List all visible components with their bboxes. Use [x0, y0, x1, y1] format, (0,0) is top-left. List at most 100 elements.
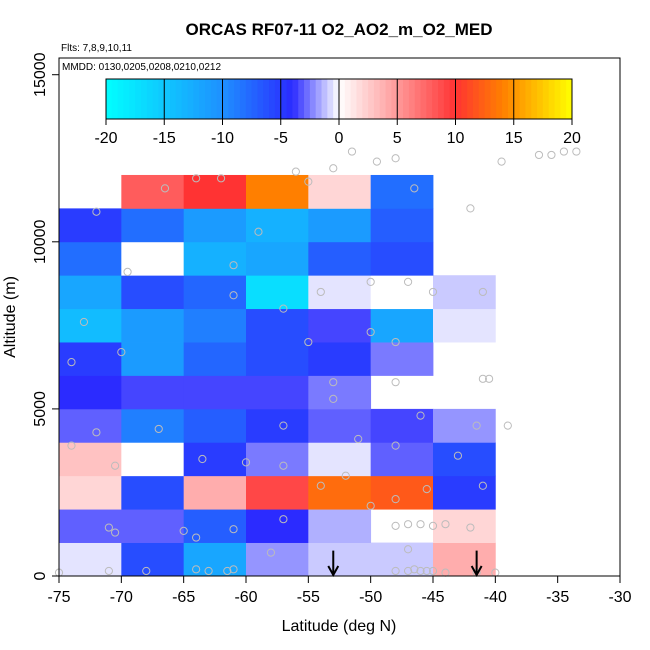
- colorbar-swatch: [438, 79, 445, 119]
- heatmap-cell: [308, 442, 372, 477]
- heatmap-cell: [121, 342, 185, 376]
- data-point: [391, 337, 400, 347]
- colorbar-tick-label: -5: [274, 130, 288, 147]
- x-tick-label: -30: [608, 589, 631, 606]
- colorbar-swatch: [373, 79, 381, 119]
- heatmap-cell: [433, 509, 496, 543]
- colorbar-tick-label: 20: [563, 130, 581, 147]
- colorbar-swatch: [397, 79, 404, 119]
- data-point: [416, 566, 425, 576]
- data-point: [316, 287, 325, 297]
- heatmap-cell: [308, 174, 372, 209]
- data-point: [416, 411, 425, 420]
- colorbar-swatch: [455, 79, 462, 119]
- x-tick-label: -50: [359, 589, 382, 606]
- heatmap-cell: [308, 509, 372, 543]
- heatmap-cell: [308, 342, 372, 376]
- colorbar-swatch: [461, 79, 468, 119]
- colorbar-tick-label: 0: [335, 130, 344, 147]
- arrow-marker: [327, 550, 340, 578]
- colorbar-swatch: [274, 79, 282, 119]
- data-point: [104, 523, 113, 532]
- heatmap-cell: [121, 442, 185, 477]
- heatmap-cell: [308, 275, 372, 310]
- data-point: [478, 374, 487, 383]
- colorbar-swatch: [426, 79, 433, 119]
- heatmap-cell: [246, 442, 309, 477]
- heatmap-cell: [308, 408, 372, 443]
- colorbar-tick-label: -15: [153, 130, 176, 147]
- colorbar-swatch: [181, 79, 189, 119]
- x-tick-label: -70: [110, 589, 133, 606]
- colorbar-swatch: [286, 79, 293, 119]
- plot-frame: [58, 57, 621, 577]
- heatmap-cell: [59, 509, 122, 543]
- arrow-markers: [327, 550, 483, 578]
- heatmap-cell: [433, 442, 496, 477]
- colorbar-swatch: [356, 79, 363, 119]
- data-point: [279, 304, 288, 313]
- data-point: [403, 277, 413, 287]
- colorbar-swatch: [339, 79, 346, 119]
- colorbar-swatch: [432, 79, 439, 119]
- arrow-marker: [470, 550, 483, 578]
- heatmap-cell: [183, 408, 247, 443]
- data-point: [410, 184, 419, 193]
- heatmap-cells: [59, 174, 496, 577]
- heatmap-cell: [308, 542, 372, 577]
- heatmap-cell: [370, 174, 434, 209]
- data-point: [503, 421, 512, 430]
- heatmap-cell: [370, 475, 434, 510]
- data-point: [416, 520, 425, 529]
- colorbar-swatch: [251, 79, 258, 119]
- heatmap-cell: [246, 308, 309, 343]
- colorbar-swatch: [537, 79, 544, 119]
- y-tick-label: 15000: [32, 52, 49, 97]
- x-tick-label: -65: [172, 589, 195, 606]
- chart-title: ORCAS RF07-11 O2_AO2_m_O2_MED: [185, 20, 492, 39]
- data-point: [79, 317, 89, 327]
- heatmap-cell: [433, 275, 496, 310]
- colorbar-swatch: [513, 79, 521, 119]
- data-point: [160, 184, 170, 193]
- colorbar-swatch: [210, 79, 218, 119]
- data-point: [198, 454, 207, 464]
- data-point: [441, 520, 450, 529]
- heatmap-cell: [370, 408, 434, 443]
- data-point: [329, 394, 338, 403]
- data-point: [279, 421, 288, 430]
- colorbar-swatch: [263, 79, 270, 119]
- colorbar-swatch: [333, 79, 340, 119]
- colorbar-swatch: [403, 79, 410, 119]
- heatmap-cell: [59, 442, 122, 477]
- data-point: [229, 565, 238, 574]
- data-point: [192, 174, 201, 183]
- colorbar-swatch: [187, 79, 194, 119]
- colorbar-swatch: [152, 79, 159, 119]
- heatmap-cell: [308, 375, 372, 410]
- colorbar-swatch: [507, 79, 515, 119]
- data-point: [534, 150, 544, 160]
- heatmap-cell: [121, 241, 185, 276]
- data-point: [572, 147, 581, 156]
- colorbar-swatch: [269, 79, 276, 119]
- data-point: [117, 347, 126, 357]
- data-point: [304, 177, 313, 186]
- data-point: [304, 337, 313, 347]
- y-axis-label: Altitude (m): [2, 276, 19, 358]
- data-point: [341, 471, 350, 480]
- heatmap-cell: [433, 542, 496, 577]
- data-point: [154, 424, 163, 434]
- heatmap-cell: [308, 208, 372, 243]
- heatmap-cell: [183, 208, 247, 243]
- heatmap-cell: [183, 308, 247, 343]
- colorbar-swatch: [484, 79, 491, 119]
- data-point: [229, 525, 238, 534]
- heatmap-cell: [433, 308, 496, 343]
- data-point: [354, 434, 363, 444]
- heatmap-cell: [183, 509, 247, 543]
- heatmap-cell: [246, 342, 309, 376]
- data-point: [104, 566, 113, 576]
- data-point: [478, 481, 487, 490]
- heatmap-cell: [183, 442, 247, 477]
